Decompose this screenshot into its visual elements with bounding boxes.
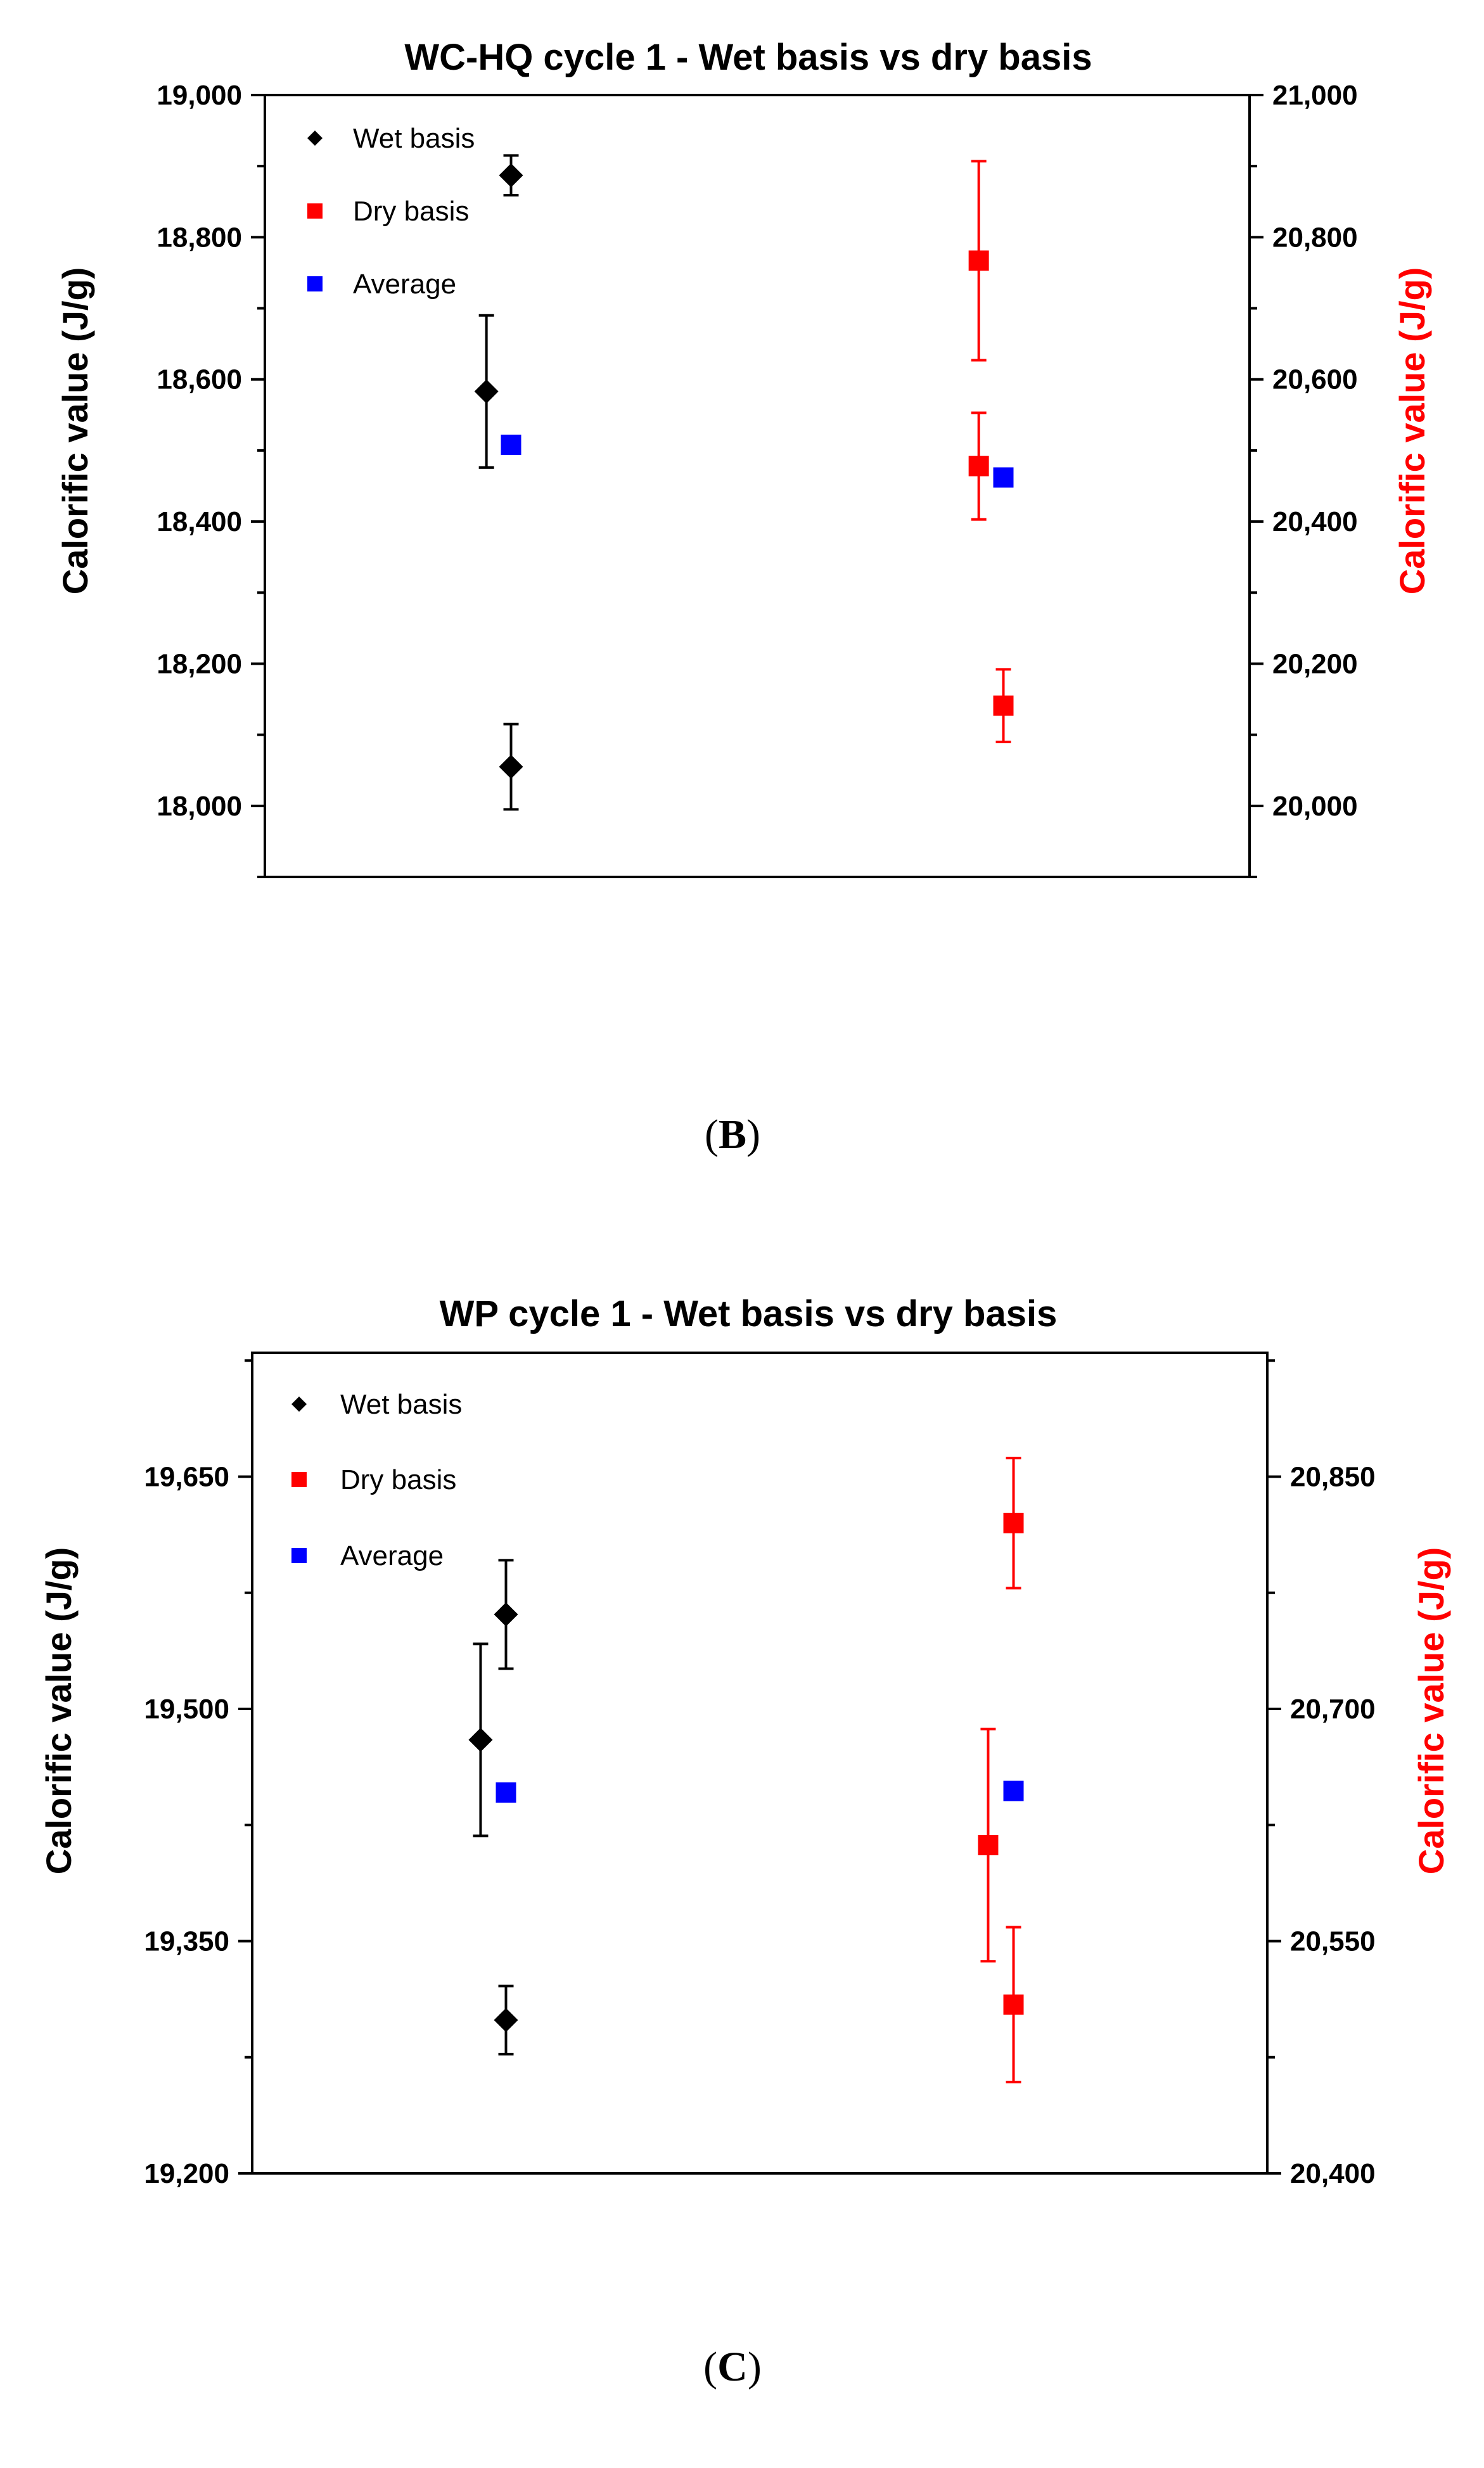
chart-title: WP cycle 1 - Wet basis vs dry basis <box>440 1293 1058 1334</box>
left-tick-label: 18,000 <box>157 791 242 822</box>
legend-label-average: Average <box>353 269 456 300</box>
right-tick-label: 20,200 <box>1272 648 1358 679</box>
caption-label: B <box>719 1111 746 1158</box>
y-axis-label-right: Calorific value (J/g) <box>1392 267 1432 595</box>
legend-marker-dry <box>307 203 323 219</box>
right-tick-label: 20,000 <box>1272 791 1358 822</box>
data-point-dry-basis <box>1003 1994 1024 2015</box>
figure-caption: (B) <box>705 1111 760 1158</box>
left-tick-label: 19,350 <box>144 1926 229 1957</box>
left-tick-label: 18,600 <box>157 364 242 395</box>
legend-marker-wet <box>291 1397 307 1412</box>
plot-area: 19,200 19,350 19,500 19,650 20,400 20,550 20,7… <box>144 1352 1376 2189</box>
data-point-average <box>501 434 521 455</box>
right-tick-label: 20,850 <box>1290 1461 1376 1492</box>
legend-label-average: Average <box>340 1540 444 1571</box>
data-point-average <box>496 1782 516 1803</box>
data-point-wet-basis <box>474 379 499 404</box>
right-tick-label: 20,550 <box>1290 1926 1376 1957</box>
right-tick-label: 20,700 <box>1290 1694 1376 1725</box>
y-axis-label-right: Calorific value (J/g) <box>1411 1547 1451 1875</box>
left-tick-label: 18,200 <box>157 648 242 679</box>
legend: Wet basis Dry basis Average <box>291 1389 462 1571</box>
legend-label-wet: Wet basis <box>353 123 475 154</box>
data-point-wet-basis <box>494 2008 518 2033</box>
right-tick-label: 20,400 <box>1272 506 1358 537</box>
left-tick-label: 18,400 <box>157 506 242 537</box>
legend-marker-average <box>307 276 323 291</box>
data-point-wet-basis <box>494 1602 518 1627</box>
left-tick-label: 19,500 <box>144 1694 229 1725</box>
legend-marker-dry <box>291 1472 307 1487</box>
y-axis-label-left: Calorific value (J/g) <box>55 267 95 595</box>
data-point-average <box>1003 1781 1024 1801</box>
right-tick-label: 21,000 <box>1272 80 1358 111</box>
chart-wp: WP cycle 1 - Wet basis vs dry basis Calo… <box>39 1293 1451 2390</box>
legend-label-wet: Wet basis <box>340 1389 462 1420</box>
legend: Wet basis Dry basis Average <box>307 123 475 300</box>
plot-area: 18,000 18,200 18,400 18,600 18,800 19,000 20,0… <box>157 80 1358 878</box>
legend-marker-wet <box>307 131 323 146</box>
right-tick-label: 20,600 <box>1272 364 1358 395</box>
data-point-wet-basis <box>499 163 523 188</box>
left-tick-label: 19,000 <box>157 80 242 111</box>
right-tick-label: 20,400 <box>1290 2158 1376 2189</box>
plot-frame <box>251 1352 1269 2175</box>
chart-title: WC-HQ cycle 1 - Wet basis vs dry basis <box>404 37 1092 78</box>
legend-label-dry: Dry basis <box>340 1464 456 1495</box>
data-point-dry-basis <box>968 250 989 271</box>
left-tick-label: 19,200 <box>144 2158 229 2189</box>
legend-marker-average <box>291 1548 307 1563</box>
data-point-wet-basis <box>499 755 523 779</box>
data-point-dry-basis <box>968 456 989 476</box>
data-point-average <box>993 467 1014 488</box>
left-tick-label: 18,800 <box>157 222 242 253</box>
figure-caption: (C) <box>703 2344 762 2390</box>
caption-label: C <box>717 2344 748 2390</box>
right-tick-label: 20,800 <box>1272 222 1358 253</box>
data-point-dry-basis <box>993 695 1014 716</box>
chart-wc-hq: WC-HQ cycle 1 - Wet basis vs dry basis C… <box>55 37 1432 1158</box>
plot-frame <box>264 94 1251 878</box>
data-point-dry-basis <box>1003 1512 1024 1533</box>
data-point-wet-basis <box>468 1727 493 1752</box>
legend-label-dry: Dry basis <box>353 196 469 227</box>
y-axis-label-left: Calorific value (J/g) <box>39 1547 79 1875</box>
data-point-dry-basis <box>978 1835 999 1855</box>
left-tick-label: 19,650 <box>144 1461 229 1492</box>
